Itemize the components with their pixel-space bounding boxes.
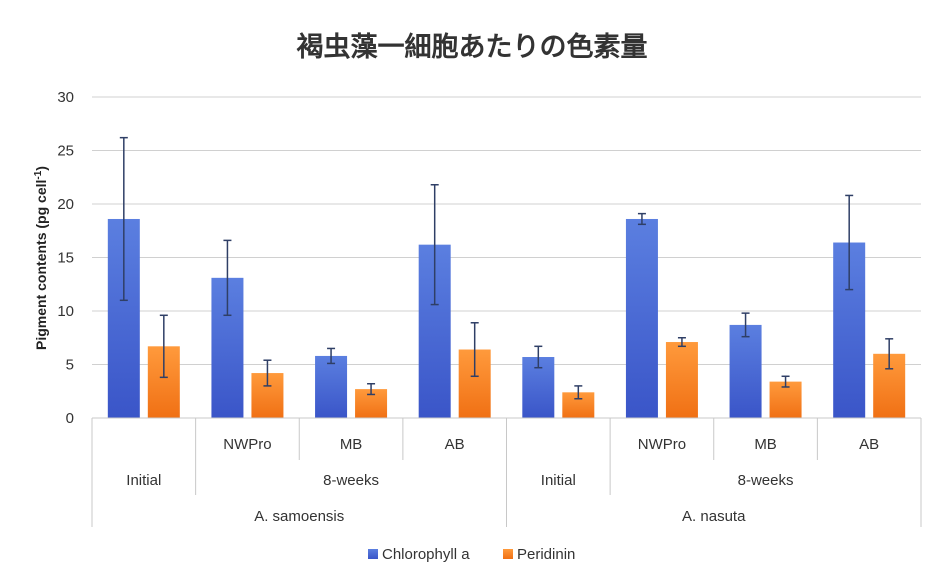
- error-bar-1-7: [885, 338, 894, 370]
- x-species-label-1: A. nasuta: [682, 508, 746, 525]
- x-label-3: AB: [445, 436, 465, 453]
- x-group-label-1: 8-weeks: [323, 472, 379, 489]
- y-tick-5: 5: [66, 357, 74, 374]
- error-bar-1-1: [263, 359, 272, 387]
- error-bars: [119, 136, 894, 400]
- error-bar-0-1: [223, 239, 232, 317]
- legend-swatch-chlorophyll: [368, 549, 378, 559]
- legend-label-peridinin: Peridinin: [517, 546, 575, 563]
- error-bar-0-2: [327, 347, 336, 365]
- y-axis-label: Pigment contents (pg cell-1): [33, 166, 49, 350]
- legend: Chlorophyll a Peridinin: [368, 546, 575, 563]
- x-group-label-0: Initial: [126, 472, 161, 489]
- legend-label-chlorophyll: Chlorophyll a: [382, 546, 470, 563]
- error-bar-1-2: [367, 383, 376, 396]
- x-label-5: NWPro: [638, 436, 686, 453]
- error-bar-0-0: [119, 136, 128, 302]
- y-tick-0: 0: [66, 410, 74, 427]
- x-axis-categories: NWPro MB AB NWPro MB AB Initial 8-weeks Initial 8…: [91, 417, 922, 527]
- y-tick-10: 10: [57, 303, 74, 320]
- bar-chlorophyll-a-5: [625, 218, 658, 418]
- error-bar-1-4: [574, 385, 583, 400]
- y-tick-30: 30: [57, 89, 74, 106]
- y-tick-15: 15: [57, 250, 74, 267]
- chart-title: 褐虫藻一細胞あたりの色素量: [297, 31, 648, 63]
- x-label-1: NWPro: [223, 436, 271, 453]
- error-bar-0-4: [534, 345, 543, 369]
- y-tick-labels: 0 5 10 15 20 25 30: [57, 89, 74, 427]
- legend-swatch-peridinin: [503, 549, 513, 559]
- error-bar-1-5: [677, 337, 686, 348]
- error-bar-1-3: [470, 322, 479, 378]
- x-group-label-3: 8-weeks: [738, 472, 794, 489]
- y-tick-25: 25: [57, 143, 74, 160]
- x-label-2: MB: [340, 436, 363, 453]
- x-group-label-2: Initial: [541, 472, 576, 489]
- x-label-6: MB: [754, 436, 777, 453]
- error-bar-0-3: [430, 183, 439, 306]
- error-bar-0-7: [845, 194, 854, 291]
- error-bar-1-6: [781, 375, 790, 388]
- error-bar-0-5: [637, 212, 646, 226]
- y-tick-20: 20: [57, 196, 74, 213]
- error-bar-0-6: [741, 312, 750, 338]
- x-species-label-0: A. samoensis: [254, 508, 344, 525]
- bar-chlorophyll-a-2: [315, 355, 348, 418]
- bar-peridinin-5: [665, 342, 698, 418]
- bar-chlorophyll-a-6: [729, 324, 762, 418]
- error-bar-1-0: [159, 314, 168, 379]
- x-label-7: AB: [859, 436, 879, 453]
